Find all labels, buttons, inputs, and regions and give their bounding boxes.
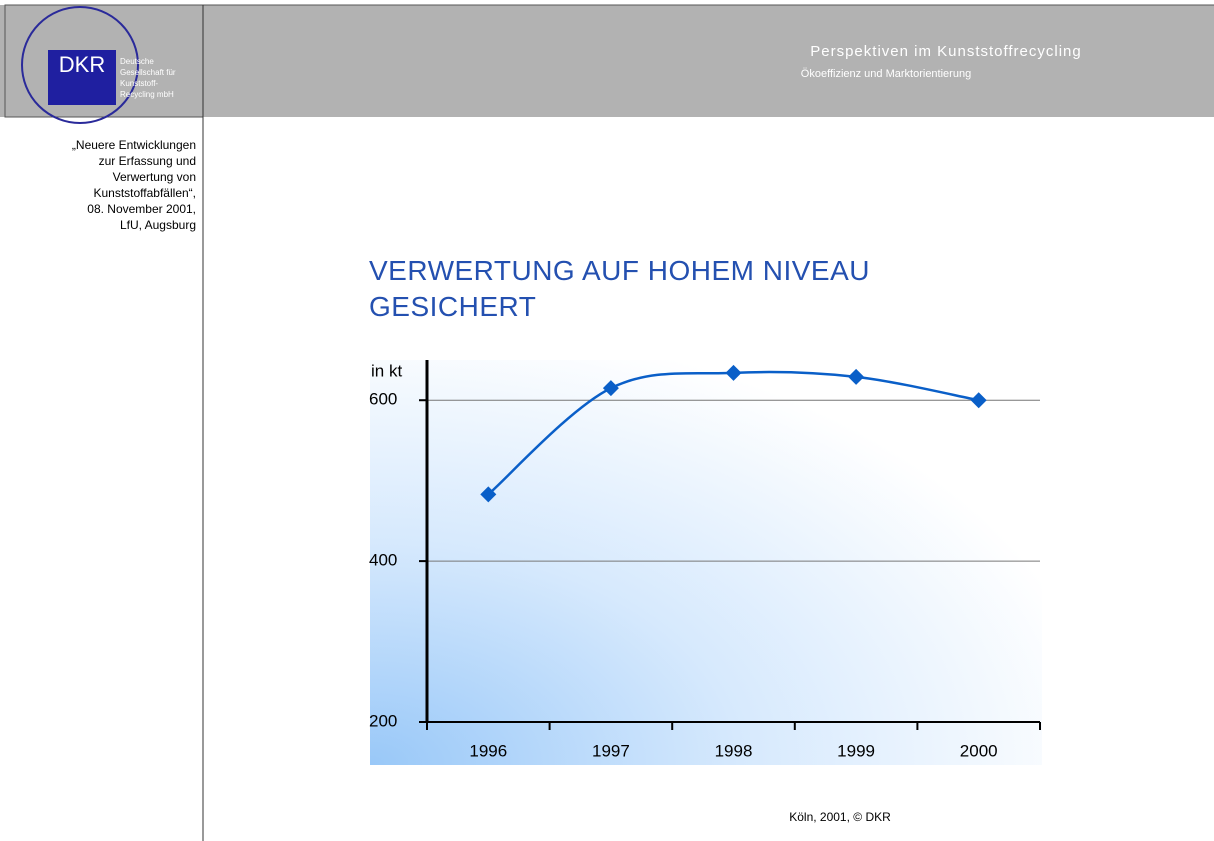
y-axis-label: in kt <box>371 361 402 380</box>
y-tick-label: 400 <box>369 551 397 570</box>
x-tick-label: 1996 <box>469 741 507 760</box>
header-subtitle: Ökoeffizienz und Marktorientierung <box>801 68 971 80</box>
y-tick-label: 200 <box>369 711 397 730</box>
logo-ring <box>21 6 139 124</box>
chart-title: VERWERTUNG AUF HOHEM NIVEAU GESICHERT <box>369 255 870 322</box>
sidebar-text: zur Erfassung und <box>99 154 196 168</box>
marker <box>480 486 497 503</box>
y-tick-label: 600 <box>369 390 397 409</box>
marker <box>848 368 865 385</box>
header-title: Perspektiven im Kunststoffrecycling <box>810 43 1082 60</box>
sidebar-text: 08. November 2001, <box>87 202 196 216</box>
sidebar-text: LfU, Augsburg <box>120 218 196 232</box>
sidebar-text: Verwertung von <box>113 170 196 184</box>
x-tick-label: 1999 <box>837 741 875 760</box>
logo-mark: DKR <box>59 52 105 77</box>
footer: Köln, 2001, © DKR <box>789 810 891 824</box>
x-tick-label: 1997 <box>592 741 630 760</box>
logo-text: Gesellschaft für <box>120 68 176 77</box>
marker <box>970 392 987 409</box>
marker <box>725 364 742 381</box>
logo-text: Recycling mbH <box>120 90 174 99</box>
marker <box>602 380 619 397</box>
plot-background <box>370 360 1042 765</box>
logo-text: Kunststoff- <box>120 79 158 88</box>
sidebar-text: „Neuere Entwicklungen <box>72 138 196 152</box>
x-tick-label: 1998 <box>715 741 753 760</box>
logo-text: Deutsche <box>120 57 154 66</box>
x-tick-label: 2000 <box>960 741 998 760</box>
sidebar-text: Kunststoffabfällen“, <box>93 186 196 200</box>
logo-square <box>48 50 116 105</box>
